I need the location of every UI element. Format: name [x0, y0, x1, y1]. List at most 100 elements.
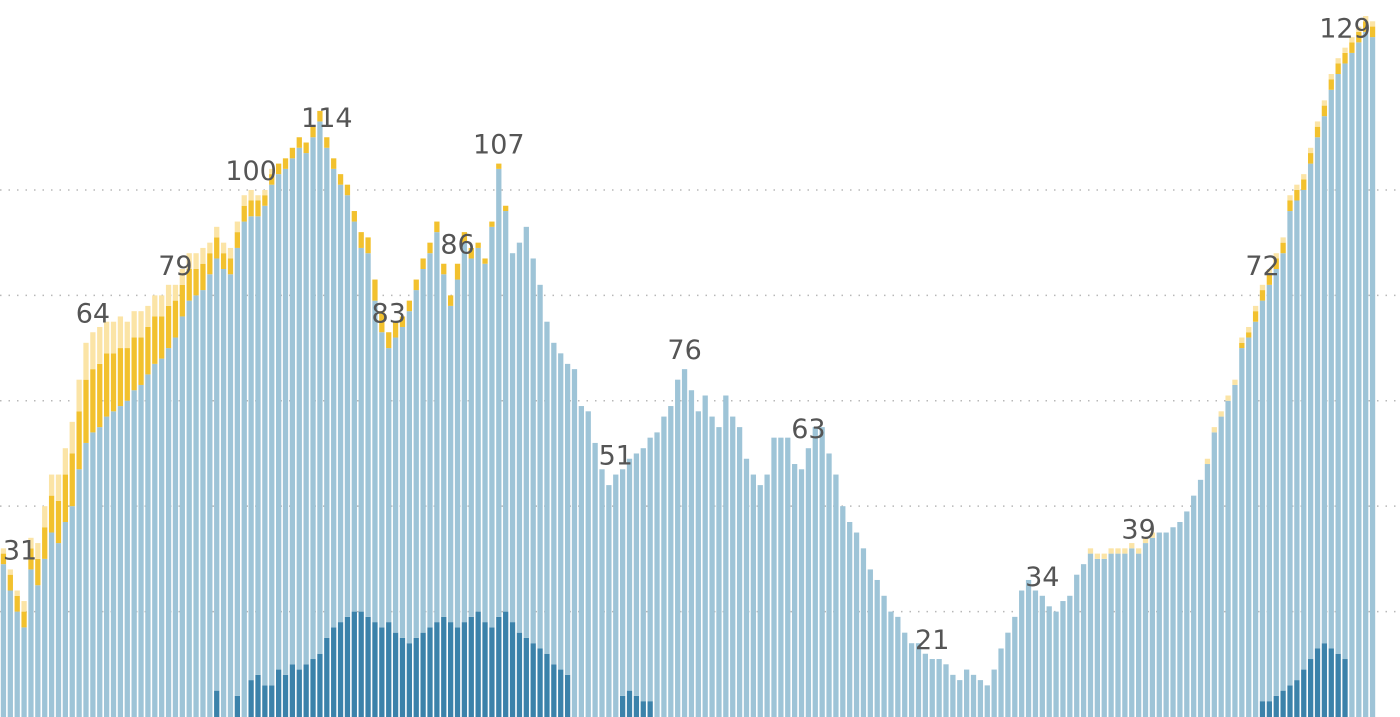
bar-pale-gold-197: [1356, 26, 1362, 32]
bar-light-blue-4: [28, 569, 34, 717]
bar-light-blue-159: [1094, 558, 1100, 717]
bar-gold-73: [503, 205, 509, 212]
bar-dark-blue-193: [1328, 648, 1334, 717]
bar-dark-blue-188: [1294, 680, 1300, 717]
bar-dark-blue-91: [626, 690, 633, 717]
bar-light-blue-73: [503, 211, 509, 612]
bar-pale-gold-188: [1294, 184, 1300, 190]
bar-dark-blue-71: [489, 627, 495, 717]
bar-gold-186: [1280, 242, 1286, 254]
bar-light-blue-81: [558, 353, 564, 670]
bar-pale-gold-2: [14, 590, 20, 596]
bar-light-blue-41: [282, 168, 289, 675]
peak-label-107: 107: [473, 130, 525, 161]
bar-light-blue-184: [1266, 284, 1272, 702]
bar-light-blue-198: [1363, 31, 1369, 717]
bar-light-blue-176: [1211, 432, 1217, 717]
bar-light-blue-155: [1067, 595, 1073, 717]
bar-gold-1: [7, 574, 13, 591]
bar-gold-54: [372, 279, 378, 301]
bar-dark-blue-34: [234, 695, 240, 717]
bar-gold-22: [152, 316, 158, 364]
peak-label-21: 21: [915, 625, 949, 656]
bar-light-blue-111: [764, 474, 770, 717]
bar-pale-gold-190: [1308, 147, 1314, 154]
bar-light-blue-191: [1314, 137, 1321, 649]
bar-gold-4: [28, 548, 34, 570]
bar-gold-185: [1273, 258, 1279, 270]
bar-pale-gold-17: [117, 316, 124, 349]
bar-gold-57: [392, 321, 399, 338]
bar-light-blue-153: [1053, 611, 1059, 717]
bar-gold-197: [1356, 31, 1362, 43]
bar-light-blue-148: [1019, 590, 1025, 717]
bar-light-blue-58: [399, 326, 406, 638]
bar-light-blue-7: [48, 532, 55, 717]
bar-pale-gold-10: [69, 421, 75, 454]
bar-pale-gold-161: [1108, 548, 1114, 554]
bar-light-blue-99: [681, 369, 688, 717]
bar-pale-gold-7: [48, 474, 55, 496]
bar-light-blue-104: [716, 427, 722, 717]
bar-light-blue-142: [977, 680, 984, 717]
bar-dark-blue-64: [441, 616, 447, 717]
bar-pale-gold-21: [145, 305, 151, 327]
peak-label-100: 100: [225, 156, 277, 187]
bar-light-blue-37: [255, 216, 261, 675]
bar-light-blue-1: [7, 590, 13, 717]
bar-light-blue-90: [620, 469, 626, 696]
bar-pale-gold-3: [21, 601, 27, 612]
bar-gold-45: [310, 126, 316, 138]
bar-gold-30: [207, 253, 213, 275]
bar-pale-gold-189: [1301, 174, 1307, 180]
bar-light-blue-126: [867, 569, 873, 717]
bar-gold-16: [110, 353, 117, 412]
bar-light-blue-185: [1273, 269, 1279, 696]
bar-light-blue-22: [152, 363, 158, 717]
bar-light-blue-26: [179, 316, 185, 717]
bar-gold-189: [1301, 179, 1307, 190]
bar-light-blue-114: [785, 437, 791, 717]
bar-light-blue-69: [475, 247, 481, 612]
bar-light-blue-38: [262, 205, 268, 686]
bar-light-blue-143: [984, 685, 990, 717]
bar-gold-5: [35, 558, 41, 586]
bar-light-blue-140: [964, 669, 970, 717]
bar-light-blue-181: [1246, 337, 1252, 717]
bar-dark-blue-43: [296, 669, 302, 717]
bar-gold-23: [159, 316, 165, 359]
bar-gold-3: [21, 611, 27, 628]
bar-pale-gold-176: [1211, 427, 1217, 433]
bar-light-blue-75: [516, 242, 523, 633]
bar-light-blue-121: [833, 474, 839, 717]
bar-light-blue-44: [303, 153, 309, 665]
bar-light-blue-190: [1308, 163, 1314, 660]
bar-gold-47: [324, 137, 330, 148]
bar-pale-gold-22: [152, 295, 158, 317]
bar-pale-gold-195: [1342, 47, 1348, 53]
bar-gold-62: [427, 242, 433, 254]
bar-pale-gold-35: [241, 195, 247, 206]
bar-light-blue-33: [227, 274, 234, 717]
bar-light-blue-118: [812, 427, 818, 717]
bar-dark-blue-187: [1287, 685, 1293, 717]
bar-pale-gold-191: [1314, 121, 1321, 127]
bar-light-blue-24: [165, 348, 172, 717]
bar-gold-55: [379, 311, 385, 333]
bar-gold-187: [1287, 200, 1293, 212]
bar-pale-gold-37: [255, 195, 261, 201]
bar-light-blue-120: [826, 453, 832, 717]
bar-series-group: [0, 16, 1376, 717]
bar-pale-gold-24: [165, 284, 172, 306]
bar-light-blue-154: [1060, 601, 1066, 717]
peak-label-31: 31: [3, 535, 37, 566]
bar-pale-gold-30: [207, 242, 213, 254]
bar-light-blue-51: [351, 221, 357, 612]
bar-gold-15: [104, 353, 110, 417]
bar-gold-35: [241, 205, 247, 222]
bar-light-blue-187: [1287, 211, 1293, 686]
bar-gold-12: [83, 379, 89, 443]
bar-light-blue-2: [14, 611, 20, 717]
bar-gold-194: [1335, 63, 1341, 74]
bar-gold-198: [1363, 21, 1369, 32]
